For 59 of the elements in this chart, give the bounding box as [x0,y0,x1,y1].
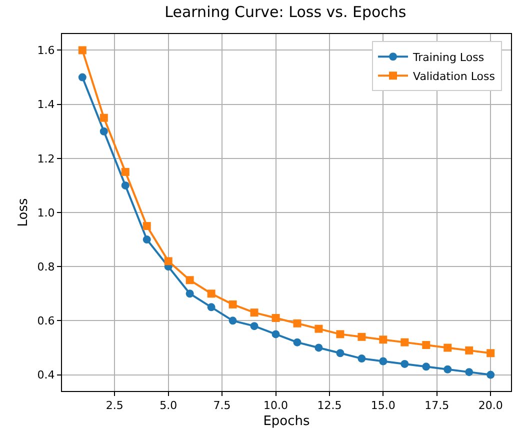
y-axis-title: Loss [16,198,32,227]
y-tick-label: 1.4 [37,98,55,112]
x-tick-label: 20.0 [478,399,503,412]
point [100,114,108,122]
point [250,308,258,317]
x-tick-label: 15.0 [370,399,396,412]
x-tick-label: 7.5 [213,399,231,412]
point [422,362,430,371]
x-axis-title: Epochs [263,414,310,429]
legend-label: Training Loss [412,50,484,64]
y-tick-label: 1.6 [37,44,55,58]
point [422,341,430,350]
point [272,330,280,338]
point [186,276,194,284]
point [207,290,216,298]
point [379,336,388,344]
point [465,346,474,354]
point [314,344,323,352]
y-tick-label: 0.6 [37,314,55,328]
point [379,357,388,366]
x-tick-label: 17.5 [424,399,450,412]
point [228,316,237,325]
point [486,370,495,379]
x-tick-label: 10.0 [264,399,288,412]
x-tick-label: 5.0 [160,399,178,412]
point [293,319,302,328]
point [465,368,474,376]
point [444,344,452,352]
point [250,322,258,330]
point [444,365,452,374]
point [228,300,237,308]
y-tick-label: 0.4 [37,368,55,382]
point [78,73,86,82]
y-tick-label: 0.8 [37,260,55,274]
point [207,303,216,312]
point [142,222,151,230]
point [100,127,108,136]
point [486,349,495,358]
point [336,330,344,338]
point [358,332,366,341]
x-tick-label: 2.5 [106,399,124,412]
point [121,181,130,190]
y-tick-label: 1.0 [37,206,55,220]
point [272,314,280,322]
point [164,257,172,266]
point [186,290,194,298]
point [121,168,130,176]
point [358,354,366,363]
point [142,236,151,244]
point [78,46,86,54]
point [336,349,344,358]
x-tick-label: 12.5 [317,399,342,412]
point [400,338,409,346]
legend-label: Validation Loss [413,70,496,83]
point [400,360,409,368]
point [314,324,323,333]
point [293,338,302,346]
chart-title: Learning Curve: Loss vs. Epochs [164,3,406,22]
y-tick-label: 1.2 [37,152,55,166]
